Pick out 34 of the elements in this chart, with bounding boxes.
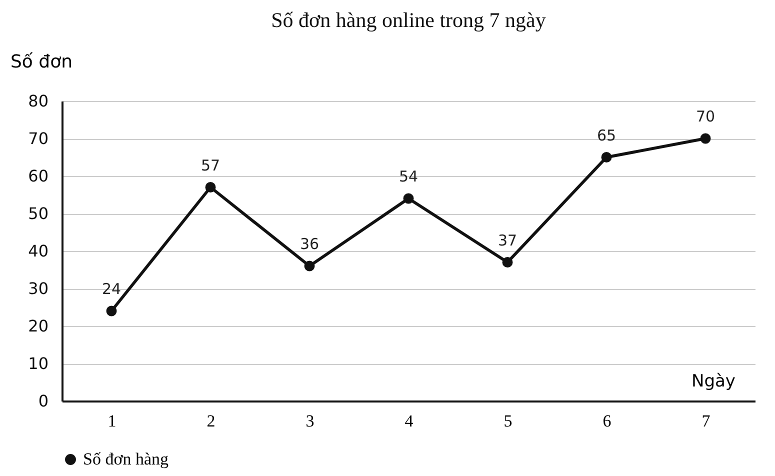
point xyxy=(106,306,117,316)
x-tick-label: 5 xyxy=(504,412,512,430)
point xyxy=(700,133,711,144)
y-axis-title: Số đơn xyxy=(10,52,73,72)
data-label: 54 xyxy=(398,168,418,186)
x-tick-label: 3 xyxy=(306,412,314,430)
point xyxy=(205,182,216,192)
y-tick-label: 0 xyxy=(38,392,48,410)
chart-title: Số đơn hàng online trong 7 ngày xyxy=(271,8,546,32)
y-tick-label: 80 xyxy=(28,92,48,110)
data-label: 65 xyxy=(596,126,616,144)
y-tick-label: 10 xyxy=(28,354,48,373)
y-tick-label: 20 xyxy=(28,316,48,336)
point xyxy=(304,260,315,272)
y-tick-label: 40 xyxy=(28,242,48,260)
data-label: 24 xyxy=(102,280,122,298)
y-tick-label: 70 xyxy=(28,129,48,148)
x-tick-label: 4 xyxy=(404,412,414,430)
point xyxy=(502,257,513,268)
x-tick-label: 7 xyxy=(702,412,711,430)
y-tick-label: 30 xyxy=(28,279,48,298)
x-tick-label: 6 xyxy=(602,412,612,430)
data-label: 70 xyxy=(696,108,716,126)
x-tick-label: 1 xyxy=(108,412,116,430)
legend-label: Số đơn hàng xyxy=(83,450,169,468)
x-axis-title: Ngày xyxy=(692,372,736,392)
data-label: 57 xyxy=(200,156,220,174)
point xyxy=(601,152,612,162)
y-tick-label: 50 xyxy=(28,204,48,223)
data-label: 37 xyxy=(498,231,518,250)
data-label: 36 xyxy=(300,235,320,253)
x-tick-label: 2 xyxy=(206,412,216,430)
point xyxy=(403,193,414,204)
y-tick-label: 60 xyxy=(28,166,48,186)
